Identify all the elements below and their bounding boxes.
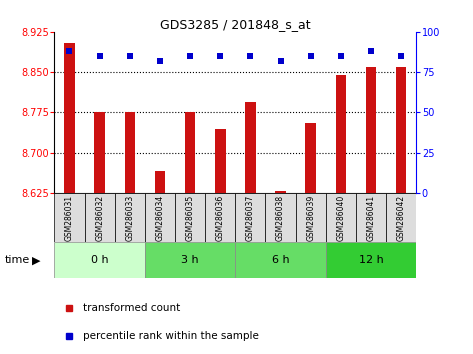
Point [186,53,194,59]
Text: GSM286041: GSM286041 [367,194,376,240]
Text: GSM286036: GSM286036 [216,194,225,241]
Bar [175,193,205,242]
Bar [54,193,85,242]
Text: GSM286033: GSM286033 [125,194,134,241]
Point [277,58,284,64]
Bar [235,193,265,242]
Text: 0 h: 0 h [91,255,108,265]
Bar [396,67,406,193]
Bar [124,113,135,193]
Bar [335,75,346,193]
Bar [114,193,145,242]
Bar [326,242,416,278]
Text: 6 h: 6 h [272,255,289,265]
Title: GDS3285 / 201848_s_at: GDS3285 / 201848_s_at [160,18,311,31]
Bar [245,102,256,193]
Bar [94,113,105,193]
Text: GSM286040: GSM286040 [336,194,345,241]
Bar [326,193,356,242]
Bar [366,67,377,193]
Bar [185,113,195,193]
Bar [296,193,326,242]
Text: GSM286031: GSM286031 [65,194,74,240]
Text: GSM286034: GSM286034 [156,194,165,241]
Bar [145,242,235,278]
Bar [306,123,316,193]
Bar [85,193,114,242]
Text: 3 h: 3 h [181,255,199,265]
Text: GSM286038: GSM286038 [276,194,285,240]
Bar [235,242,326,278]
Text: GSM286042: GSM286042 [397,194,406,240]
Bar [54,242,145,278]
Text: GSM286037: GSM286037 [246,194,255,241]
Bar [155,171,165,193]
Point [156,58,164,64]
Point [307,53,315,59]
Point [246,53,254,59]
Text: percentile rank within the sample: percentile rank within the sample [83,331,259,341]
Point [217,53,224,59]
Text: transformed count: transformed count [83,303,181,313]
Bar [356,193,386,242]
Bar [205,193,235,242]
Point [337,53,345,59]
Point [96,53,104,59]
Bar [265,193,296,242]
Bar [386,193,416,242]
Point [66,48,73,54]
Text: time: time [5,255,30,265]
Text: ▶: ▶ [32,255,40,265]
Bar [275,191,286,193]
Text: GSM286035: GSM286035 [185,194,194,241]
Bar [64,42,75,193]
Text: GSM286039: GSM286039 [306,194,315,241]
Point [367,48,375,54]
Point [126,53,133,59]
Point [397,53,405,59]
Bar [215,129,226,193]
Bar [145,193,175,242]
Text: GSM286032: GSM286032 [95,194,104,240]
Text: 12 h: 12 h [359,255,384,265]
